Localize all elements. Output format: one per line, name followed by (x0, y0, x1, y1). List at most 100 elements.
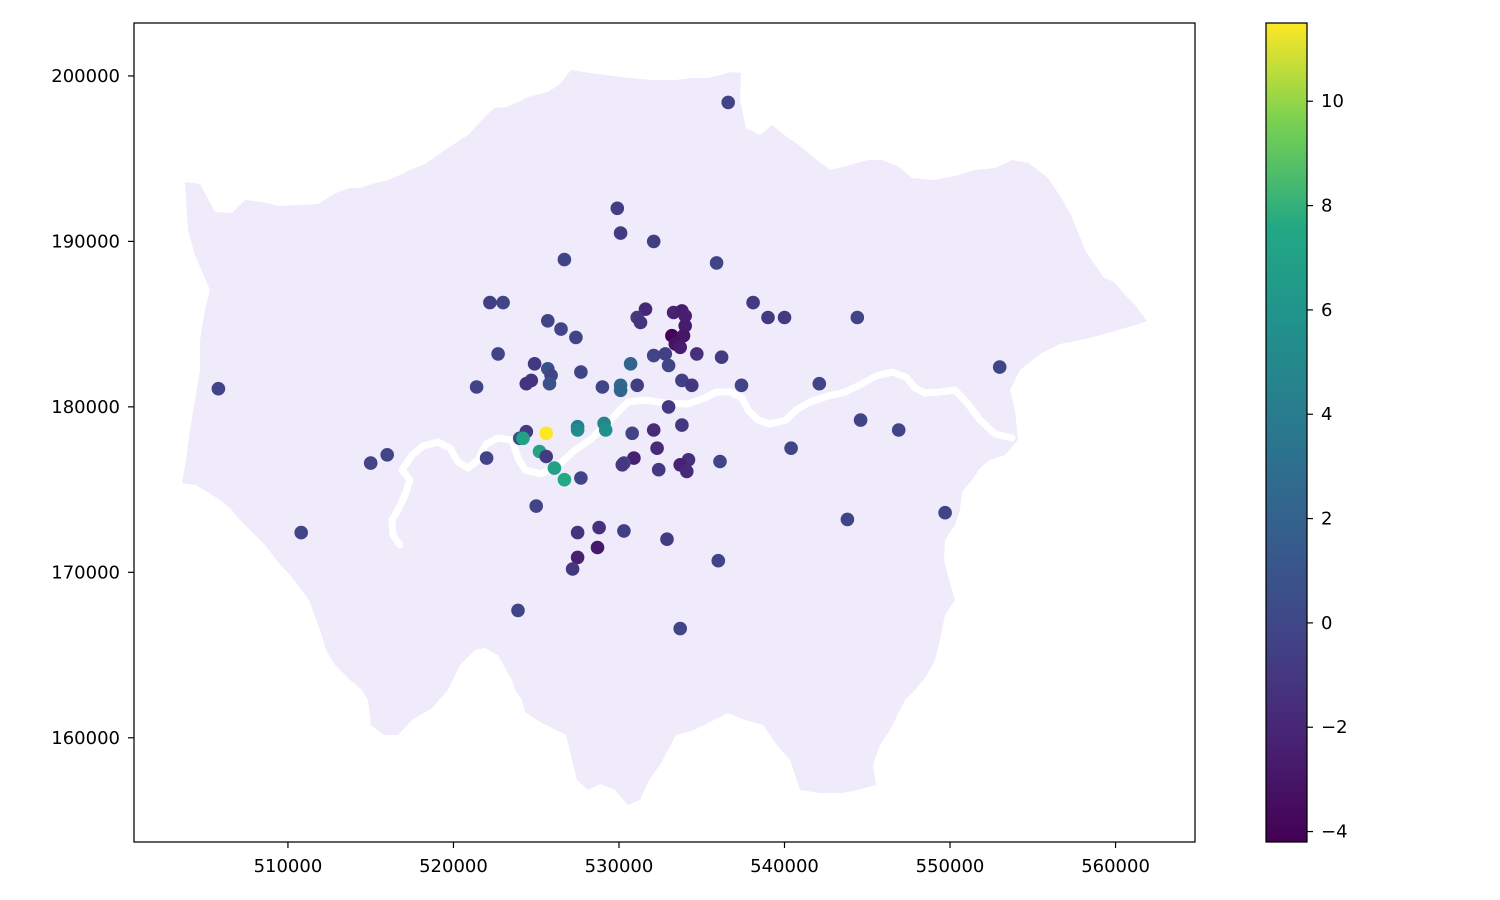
scatter-point (479, 451, 494, 465)
scatter-point (658, 347, 673, 361)
scatter-point (617, 524, 631, 538)
colorbar-gradient (1266, 23, 1307, 842)
axes-frame (133, 22, 1196, 843)
colorbar-tick-label: 0 (1321, 613, 1332, 634)
scatter-point (539, 426, 553, 441)
scatter-point (721, 95, 735, 110)
scatter-point (610, 201, 625, 216)
scatter-point (678, 309, 692, 323)
scatter-point (557, 472, 572, 487)
x-tick-label: 560000 (1081, 856, 1150, 877)
x-tick-label: 510000 (254, 856, 323, 877)
scatter-point (483, 295, 497, 310)
scatter-point (713, 454, 727, 469)
scatter-point (711, 553, 726, 568)
scatter-point (812, 376, 827, 391)
colorbar: −4 −2 0 2 4 6 8 10 (1265, 22, 1348, 843)
scatter-point (615, 458, 630, 472)
scatter-point (650, 441, 664, 456)
scatter-point (685, 378, 699, 393)
scatter-point (516, 431, 530, 446)
scatter-point (661, 400, 676, 414)
scatter-point (565, 562, 580, 576)
scatter-point (491, 347, 505, 361)
colorbar-tick-label: 8 (1321, 196, 1332, 217)
scatter-point (519, 376, 534, 391)
scatter-point (661, 358, 676, 373)
scatter-point (675, 418, 689, 432)
scatter-point (709, 256, 724, 270)
scatter-point (496, 295, 510, 310)
colorbar-ticks: −4 −2 0 2 4 6 8 10 (1307, 91, 1348, 843)
scatter-point (680, 464, 694, 479)
scatter-point (734, 378, 749, 393)
scatter-point (625, 426, 639, 441)
y-axis: 160000 170000 180000 190000 200000 (51, 66, 134, 749)
scatter-point (891, 423, 906, 437)
scatter-point (529, 499, 543, 513)
scatter-point (673, 340, 687, 355)
colorbar-tick-label: 2 (1321, 509, 1332, 530)
scatter-point (211, 381, 226, 396)
scatter-point (784, 441, 798, 456)
scatter-point (777, 310, 792, 325)
scatter-point (527, 357, 542, 371)
scatter-point (646, 234, 661, 249)
scatter-point (630, 378, 644, 393)
scatter-point (363, 456, 378, 470)
colorbar-tick-label: 4 (1321, 404, 1332, 425)
scatter-point (574, 471, 588, 485)
scatter-point (761, 310, 775, 325)
scatter-point (676, 328, 691, 343)
scatter-point (511, 603, 525, 618)
scatter-point (746, 295, 760, 310)
scatter-point (850, 310, 865, 325)
scatter-point (853, 413, 868, 427)
y-tick-label: 160000 (51, 728, 120, 749)
scatter-point (613, 383, 628, 398)
scatter-point (646, 348, 661, 363)
colorbar-tick-label: 10 (1321, 91, 1344, 112)
scatter-point (638, 302, 653, 317)
y-tick-label: 200000 (51, 66, 120, 87)
colorbar-tick-label: 6 (1321, 300, 1332, 321)
plot-area (133, 22, 1196, 843)
scatter-point (294, 525, 309, 540)
y-tick-label: 180000 (51, 397, 120, 418)
x-tick-label: 540000 (750, 856, 819, 877)
greater-london-region (182, 70, 1147, 805)
colorbar-tick-label: −4 (1321, 822, 1348, 843)
scatter-point (660, 532, 674, 546)
x-tick-label: 550000 (916, 856, 985, 877)
scatter-point (646, 423, 661, 437)
scatter-point (673, 621, 687, 636)
scatter-point (570, 525, 585, 540)
scatter-point (633, 315, 648, 330)
colorbar-tick-label: −2 (1321, 717, 1348, 738)
scatter-point (570, 550, 585, 565)
scatter-point (840, 512, 855, 527)
scatter-point (469, 380, 484, 394)
scatter-point (557, 252, 572, 267)
scatter-point (598, 423, 613, 437)
scatter-point (570, 423, 585, 437)
scatter-point (595, 380, 610, 394)
scatter-point (539, 449, 553, 464)
scatter-point (574, 365, 588, 379)
scatter-point (651, 462, 666, 477)
scatter-point (569, 330, 583, 345)
scatter-point (938, 505, 952, 520)
scatter-point (547, 461, 562, 475)
scatter-point (613, 226, 628, 240)
scatter-point (992, 360, 1007, 374)
river-thames (388, 368, 1016, 549)
colorbar-frame (1265, 22, 1308, 843)
scatter-point (541, 314, 555, 328)
scatter-point (690, 347, 704, 361)
y-tick-label: 190000 (51, 231, 120, 252)
y-tick-label: 170000 (51, 562, 120, 583)
scatter-point (592, 520, 606, 535)
scatter-points (211, 95, 1007, 636)
scatter-point (380, 448, 395, 462)
